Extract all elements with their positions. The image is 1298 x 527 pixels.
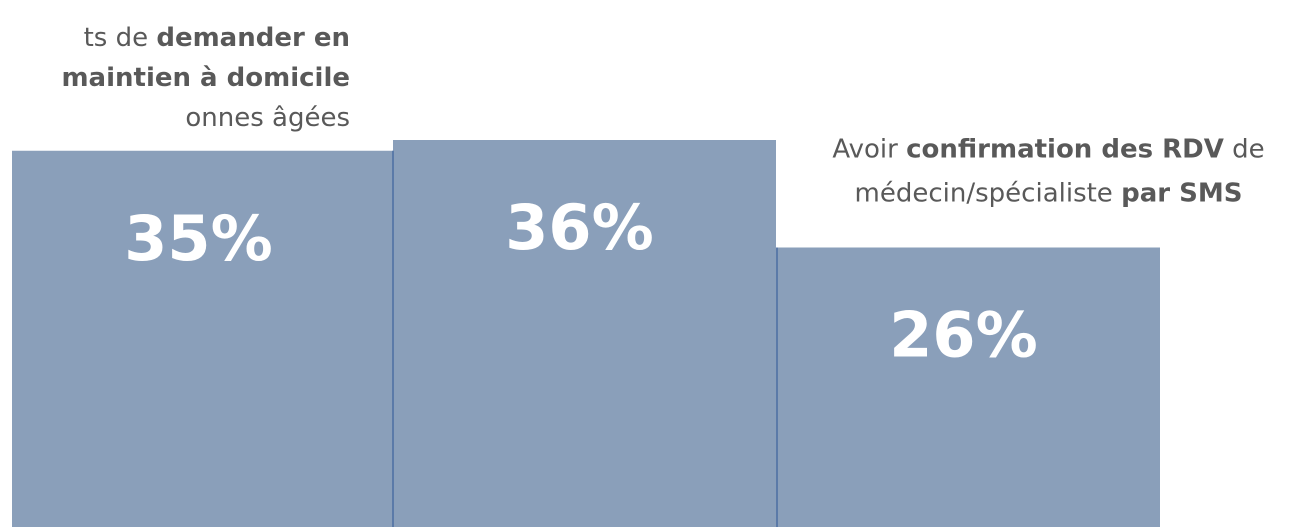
label-part: maintien à domicile [61,63,350,93]
label-part: Avoir [832,134,906,164]
label-part: par SMS [1121,178,1242,208]
category-label: médecin/spécialiste par SMS [855,178,1243,208]
label-part: de [1224,134,1265,164]
bar [777,247,1160,527]
category-label: maintien à domicile [61,63,350,93]
label-part: demander en [156,23,350,53]
value-label: 36% [505,191,653,264]
bar [393,140,776,527]
label-part: onnes âgées [185,103,350,133]
label-part: confirmation des RDV [906,134,1224,164]
value-label: 35% [124,202,272,275]
label-part: médecin/spécialiste [855,178,1122,208]
category-label: Avoir confirmation des RDV de [832,134,1264,164]
value-label: 26% [889,299,1037,372]
label-part: ts de [84,23,157,53]
category-label: ts de demander en [84,23,350,53]
category-label: onnes âgées [185,103,350,133]
bar [12,150,395,527]
